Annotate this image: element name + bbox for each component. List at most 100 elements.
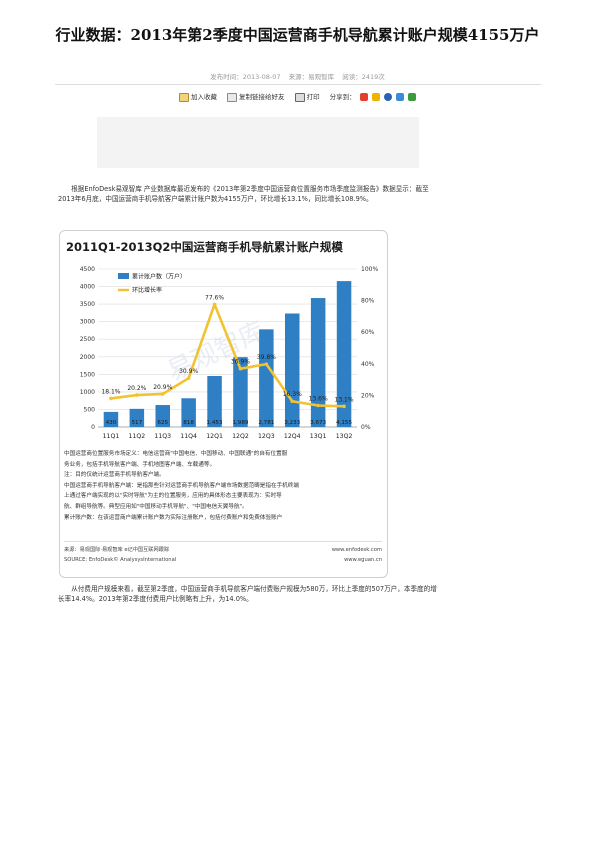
bar-value-label: 430: [106, 420, 117, 426]
share-qzone-icon[interactable]: [371, 93, 380, 102]
publish-date: 发布时间：2013-08-07: [210, 73, 281, 81]
bar: [103, 411, 119, 427]
bar: [310, 298, 326, 427]
bar-value-label: 517: [132, 420, 143, 426]
bar-value-label: 2,781: [258, 420, 274, 426]
bar-value-label: 818: [183, 420, 194, 426]
x-tick-label: 13Q1: [310, 433, 327, 440]
article-source: 来源：易观智库: [288, 73, 335, 81]
x-tick-label: 12Q3: [258, 433, 275, 440]
copy-link-label: 复制链接给好友: [239, 93, 285, 101]
y-left-tick-label: 2000: [80, 354, 95, 361]
y-right-tick-label: 20%: [361, 392, 375, 399]
growth-rate-point: [186, 376, 191, 380]
note-line: 务业务，包括手机导航客户端、手机地图客户端、车载通等。: [64, 461, 216, 468]
y-left-tick-label: 4000: [80, 284, 95, 291]
favorite-label: 加入收藏: [190, 93, 217, 101]
growth-rate-point: [316, 403, 320, 408]
growth-rate-label: 30.9%: [179, 368, 198, 375]
growth-rate-point: [238, 366, 243, 371]
chart-source: 来源：易观国际·易观智库 e记中国互联网跟踪 www.enfodesk.com S…: [64, 545, 382, 565]
print-button[interactable]: 打印: [294, 91, 320, 102]
article-meta: 发布时间：2013-08-07 来源：易观智库 阅读：2419次: [0, 71, 595, 81]
share-weibo-icon[interactable]: [359, 93, 368, 102]
y-left-tick-label: 500: [84, 406, 96, 413]
bar: [259, 329, 274, 427]
growth-rate-point: [342, 404, 346, 409]
growth-rate-label: 36.9%: [231, 359, 250, 366]
bar-value-label: 1,453: [207, 420, 223, 426]
note-line: 上通过客户端实现的以"实时导航"为主的位置服务，应用的具体形态主要表现为：实时导: [64, 493, 282, 500]
source-en: SOURCE: EnfoDesk© AnalysysInternational: [64, 557, 177, 563]
growth-rate-point: [160, 392, 165, 396]
paragraph-2: 从付费用户规模来看，截至第2季度，中国运营商手机导航客户端付费账户规模为580万…: [58, 585, 437, 603]
header-divider: [55, 84, 541, 85]
source-cn: 来源：易观国际·易观智库 e记中国互联网跟踪: [64, 547, 170, 553]
note-line: 注：目的仅统计运营商手机导航客户端。: [64, 472, 165, 479]
y-right-tick-label: 80%: [361, 298, 375, 305]
article-toolbar: 加入收藏 复制链接给好友 打印 分享到：: [0, 91, 595, 102]
y-left-tick-label: 0: [91, 424, 95, 431]
y-left-tick-label: 2500: [80, 336, 95, 343]
bar: [336, 281, 352, 427]
note-line: 中国运营商手机导航客户端：是指那些针对运营商手机导航客户端市场数据范畴是指在手机…: [64, 482, 299, 489]
bar: [181, 398, 196, 427]
x-tick-label: 12Q4: [284, 433, 301, 440]
print-label: 打印: [306, 93, 320, 101]
folder-icon: [178, 92, 189, 102]
y-left-tick-label: 3500: [80, 301, 95, 308]
x-tick-label: 12Q2: [232, 433, 249, 440]
bar: [129, 408, 145, 427]
bar-value-label: 4,155: [336, 420, 352, 426]
x-tick-label: 12Q1: [206, 433, 223, 440]
x-tick-label: 11Q3: [154, 433, 171, 440]
share-label: 分享到：: [329, 93, 356, 102]
y-right-tick-label: 60%: [361, 329, 375, 336]
legend-line-label: 环比增长率: [132, 286, 162, 294]
share-kaixin-icon[interactable]: [395, 93, 404, 102]
growth-rate-label: 39.8%: [257, 354, 276, 361]
share-group: 分享到：: [329, 91, 417, 102]
growth-rate-point: [264, 362, 269, 366]
article-title: 行业数据：2013年第2季度中国运营商手机导航累计账户规模4155万户: [55, 26, 540, 44]
growth-rate-label: 16.3%: [283, 391, 302, 398]
bar: [155, 405, 171, 427]
x-tick-label: 11Q2: [129, 433, 146, 440]
bar-line-chart: 易观智库050010001500200025003000350040004500…: [80, 266, 379, 440]
source-url-1: www.enfodesk.com: [331, 547, 382, 553]
chart-title: 2011Q1-2013Q2中国运营商手机导航累计账户规模: [66, 240, 343, 254]
x-tick-label: 13Q2: [336, 433, 353, 440]
note-line: 航、群组导航等。典型应用如"中国移动手机导航"、"中国电信天翼导航"。: [64, 503, 248, 510]
y-right-tick-label: 40%: [361, 361, 375, 368]
y-right-tick-label: 0%: [361, 424, 371, 431]
chart-notes: 中国运营商位置服务市场定义：电信运营商"中国电信、中国移动、中国联通"的自有位置…: [64, 449, 382, 523]
copy-link-button[interactable]: 复制链接给好友: [227, 91, 285, 102]
share-renren-icon[interactable]: [383, 93, 392, 102]
x-tick-label: 11Q1: [103, 433, 120, 440]
legend-bar-swatch: [118, 273, 129, 279]
growth-rate-point: [109, 396, 113, 401]
legend-bar-label: 累计账户数（万户）: [132, 273, 186, 281]
y-left-tick-label: 3000: [80, 319, 95, 326]
growth-rate-label: 77.6%: [205, 294, 224, 301]
note-line: 中国运营商位置服务市场定义：电信运营商"中国电信、中国移动、中国联通"的自有位置…: [64, 451, 288, 457]
bar-value-label: 625: [157, 420, 168, 426]
growth-rate-label: 13.1%: [335, 396, 354, 403]
y-left-tick-label: 1500: [80, 371, 95, 378]
growth-rate-label: 13.6%: [309, 396, 328, 403]
chart-figure: 2011Q1-2013Q2中国运营商手机导航累计账户规模 易观智库 0 500 100…: [59, 230, 388, 578]
printer-icon: [294, 92, 305, 102]
source-divider: [64, 541, 382, 542]
paragraph-1: 根据EnfoDesk易观智库 产业数据库最近发布的《2013年第2季度中国运营商…: [58, 185, 429, 203]
view-count: 阅读：2419次: [342, 73, 385, 81]
share-douban-icon[interactable]: [408, 93, 417, 102]
bar: [207, 375, 222, 427]
favorite-button[interactable]: 加入收藏: [178, 91, 217, 102]
copy-icon: [227, 92, 238, 102]
growth-rate-point: [290, 399, 295, 404]
source-url-2: www.eguan.cn: [344, 557, 382, 563]
y-left-tick-label: 1000: [80, 389, 95, 396]
y-right-tick-label: 100%: [361, 266, 378, 273]
x-tick-label: 11Q4: [180, 433, 197, 440]
bar: [284, 313, 300, 427]
